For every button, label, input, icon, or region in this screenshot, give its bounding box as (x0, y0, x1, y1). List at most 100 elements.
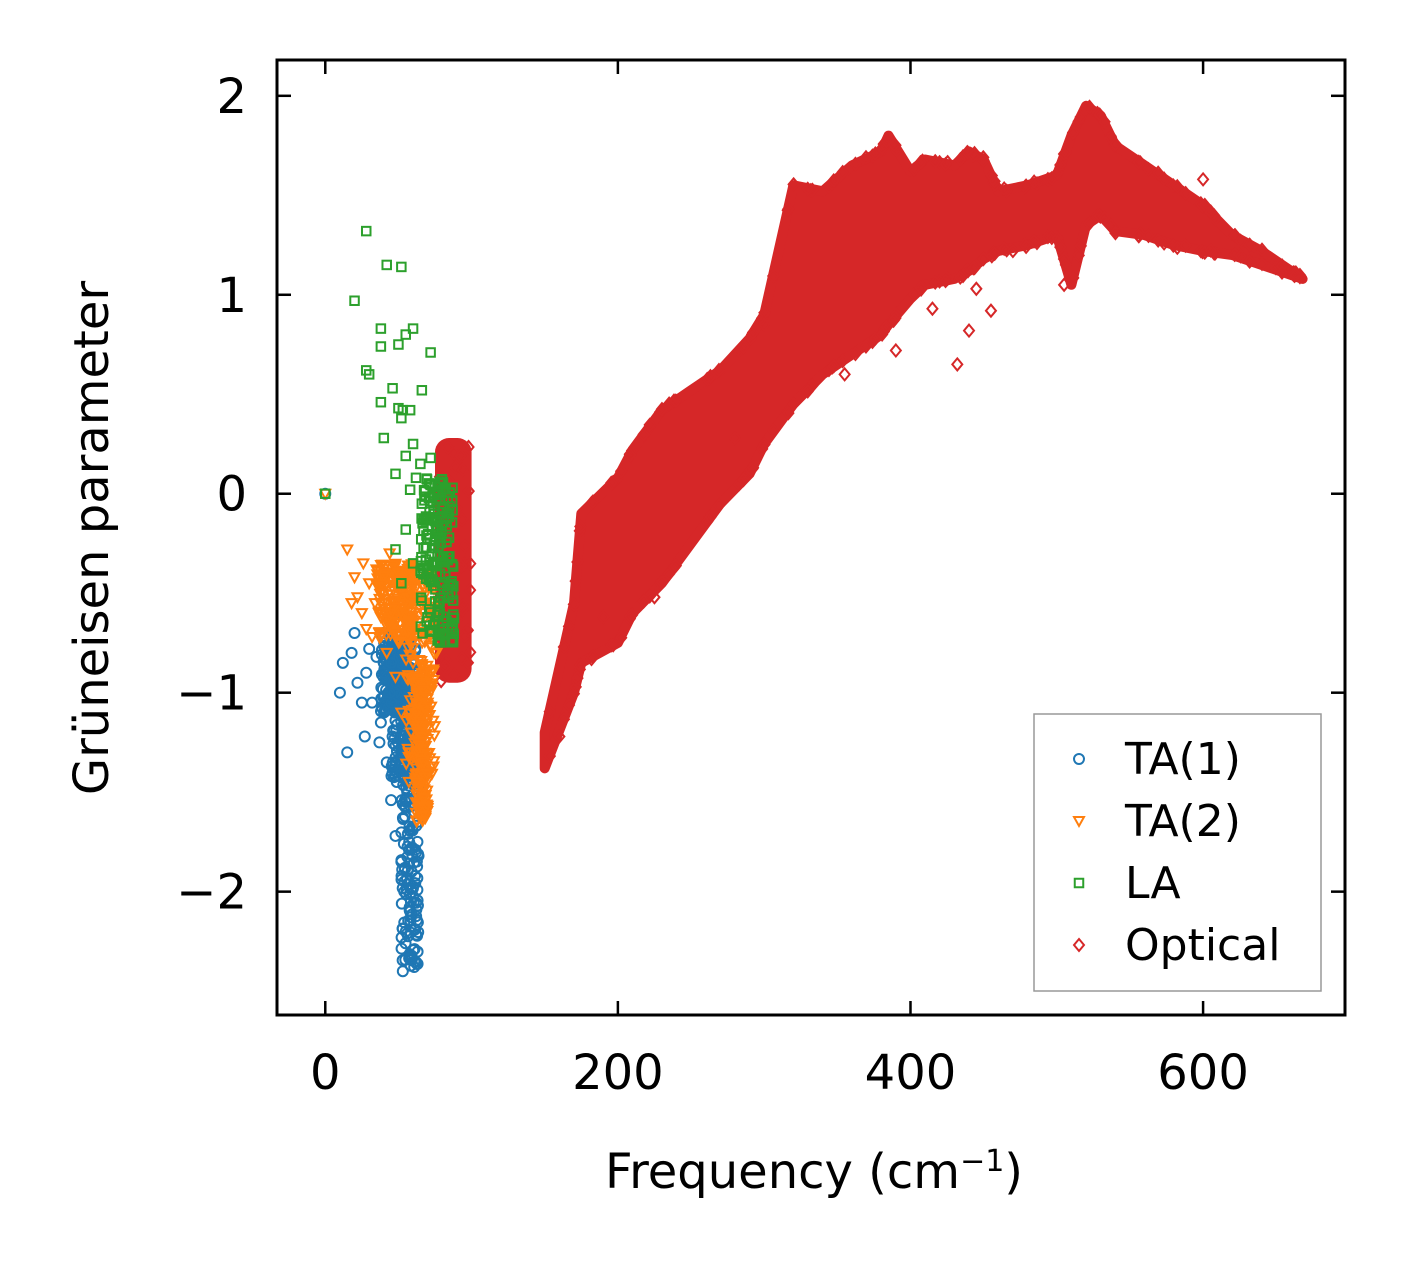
point-ta-1- (410, 903, 423, 916)
point-ta-2- (418, 740, 433, 753)
point-la (446, 636, 457, 648)
optical-point (782, 405, 795, 421)
point-ta-1- (398, 885, 411, 898)
optical-point (787, 176, 800, 192)
point-ta-2- (416, 793, 430, 806)
point-la (400, 329, 411, 340)
point-ta-2- (411, 698, 425, 711)
point-la (396, 412, 407, 424)
optical-point (458, 538, 472, 554)
optical-point (455, 512, 469, 528)
optical-point (669, 558, 683, 574)
point-ta-1- (358, 730, 371, 743)
point-la (363, 369, 375, 380)
legend-entry-optical: Optical (1072, 920, 1280, 971)
optical-point (1275, 258, 1289, 274)
optical-point (1142, 228, 1155, 244)
point-ta-1- (387, 759, 400, 772)
optical-point (914, 154, 927, 170)
point-ta-2- (418, 704, 432, 717)
optical-point (1066, 270, 1080, 286)
optical-point (887, 137, 901, 153)
optical-point (804, 182, 818, 198)
point-la (421, 473, 432, 484)
point-ta-1- (411, 929, 424, 942)
optical-point (441, 439, 455, 456)
optical-point (614, 630, 628, 646)
optical-point (801, 181, 815, 197)
optical-point (557, 711, 571, 727)
point-ta-2- (365, 631, 379, 645)
point-la (375, 396, 387, 408)
point-la (416, 595, 427, 606)
optical-point (806, 182, 819, 198)
point-ta-2- (410, 687, 424, 700)
optical-point (438, 658, 452, 674)
optical-point (985, 168, 999, 184)
point-optical (1006, 243, 1020, 259)
series-optical (431, 99, 1308, 774)
point-ta-1- (386, 730, 399, 743)
point-ta-2- (411, 677, 425, 690)
point-ta-2- (356, 558, 371, 571)
optical-point (543, 748, 557, 764)
optical-point (928, 274, 942, 291)
optical-point (1059, 257, 1073, 273)
optical-point (574, 518, 587, 535)
point-ta-2- (401, 747, 416, 760)
point-la (425, 607, 436, 618)
point-optical (838, 366, 851, 382)
optical-point (849, 156, 862, 172)
point-ta-1- (411, 835, 424, 848)
point-ta-2- (383, 622, 397, 636)
optical-point (614, 463, 628, 479)
optical-point (463, 644, 477, 660)
point-ta-2- (406, 657, 420, 670)
point-ta-1- (345, 646, 358, 659)
x-tick-label: 200 (572, 1045, 664, 1101)
point-la (425, 347, 436, 358)
optical-point (712, 362, 726, 378)
point-ta-1- (341, 746, 354, 759)
point-optical (596, 609, 610, 625)
optical-point (655, 401, 669, 417)
point-ta-1- (388, 731, 401, 744)
optical-point (766, 268, 780, 284)
optical-point (859, 149, 873, 165)
optical-point (606, 637, 620, 653)
optical-point (997, 241, 1011, 257)
point-ta-2- (401, 626, 415, 639)
optical-point (939, 156, 952, 172)
optical-point (804, 378, 818, 394)
point-la (390, 468, 401, 480)
point-la (448, 580, 459, 592)
point-la (442, 583, 453, 595)
optical-point (1074, 238, 1088, 254)
y-tick-label: 0 (216, 467, 247, 523)
optical-point (463, 556, 477, 572)
optical-point (988, 173, 1001, 189)
point-ta-2- (359, 624, 373, 637)
point-ta-2- (419, 768, 434, 781)
point-la (430, 535, 441, 547)
point-ta-1- (404, 926, 417, 939)
optical-point (928, 153, 942, 169)
point-la (387, 383, 398, 394)
point-ta-2- (420, 748, 434, 761)
point-ta-2- (418, 802, 433, 815)
point-ta-1- (348, 627, 361, 639)
point-ta-2- (388, 671, 403, 684)
point-la (442, 622, 454, 634)
point-ta-2- (380, 647, 394, 660)
point-optical (1057, 277, 1071, 293)
x-tick-label: 400 (865, 1045, 957, 1101)
optical-point (571, 670, 584, 686)
point-la (407, 323, 419, 334)
point-ta-2- (409, 777, 423, 790)
optical-point (977, 152, 990, 169)
optical-point (1151, 165, 1165, 181)
optical-point (1074, 109, 1088, 125)
point-la (446, 559, 458, 570)
optical-point (907, 161, 921, 177)
optical-point (567, 596, 581, 612)
